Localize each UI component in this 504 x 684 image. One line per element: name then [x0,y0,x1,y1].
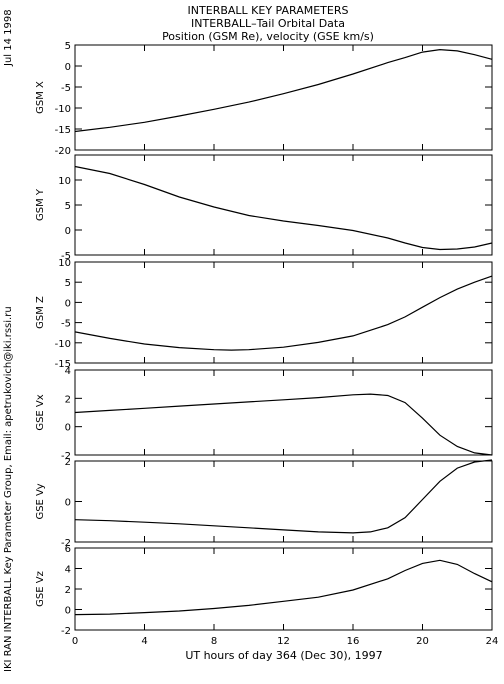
gsm-x-y-tick-label: -5 [61,83,71,94]
gse-vx-y-tick-label: -2 [61,451,71,462]
gsm-x-series-line [74,48,493,133]
gsm-x-y-tick-label: -15 [55,125,71,136]
gsm-z-y-tick-label: -5 [61,319,71,330]
gse-vz-y-tick-label: 6 [65,544,71,555]
credit-label: IKI RAN INTERBALL Key Parameter Group, E… [3,306,14,672]
gsm-z-y-tick-label: 10 [58,258,71,269]
gsm-z-y-tick-label: 5 [65,278,71,289]
gse-vx-y-tick-label: 2 [65,394,71,405]
gse-vz-y-tick-label: 2 [65,585,71,596]
gsm-x-axis-label: GSM X [35,81,46,114]
x-tick-label: 0 [72,636,78,647]
chart-title-line2: INTERBALL–Tail Orbital Data [191,17,345,30]
gse-vy-series-line [74,459,493,534]
gsm-y-y-tick-label: 10 [58,176,71,187]
gsm-x-y-tick-label: -20 [55,146,71,157]
gse-vy-y-tick-label: 2 [65,457,71,468]
gse-vz-series-line [74,559,493,616]
x-tick-label: 20 [416,636,429,647]
gse-vz-axis-label: GSE Vz [35,571,46,607]
date-label: Jul 14 1998 [3,9,14,66]
gse-vy-y-tick-label: 0 [65,498,71,509]
gsm-z-axis-label: GSM Z [35,296,46,329]
gsm-z-y-tick-label: -15 [55,359,71,370]
gsm-y-y-tick-label: 5 [65,201,71,212]
x-tick-label: 12 [277,636,290,647]
x-axis-label: UT hours of day 364 (Dec 30), 1997 [185,649,382,662]
gse-vx-y-tick-label: 0 [65,423,71,434]
gsm-y-series-line [74,165,493,251]
gsm-y-axis-label: GSM Y [35,188,46,221]
chart-title-line3: Position (GSM Re), velocity (GSE km/s) [162,30,374,43]
x-tick-label: 8 [211,636,217,647]
gse-vy-axis-label: GSE Vy [35,483,46,519]
gse-vy-y-tick-label: -2 [61,538,71,549]
gse-vx-series-line [74,393,493,456]
gse-vx-y-tick-label: 4 [65,366,71,377]
gse-vz-y-tick-label: 0 [65,606,71,617]
gsm-z-y-tick-label: -10 [55,339,71,350]
x-tick-label: 24 [486,636,499,647]
gsm-z-y-tick-label: 0 [65,298,71,309]
gsm-z-frame [74,261,493,364]
gse-vx-axis-label: GSE Vx [35,394,46,430]
gsm-y-y-tick-label: 0 [65,226,71,237]
gse-vz-frame [74,547,493,631]
gse-vx-frame [74,369,493,456]
gsm-y-y-tick-label: -5 [61,251,71,262]
gsm-y-frame [74,154,493,256]
x-tick-label: 16 [347,636,360,647]
gsm-x-y-tick-label: 0 [65,62,71,73]
gse-vz-y-tick-label: 4 [65,565,71,576]
chart-title-line1: INTERBALL KEY PARAMETERS [188,4,349,17]
gse-vz-y-tick-label: -2 [61,626,71,637]
gsm-x-y-tick-label: 5 [65,41,71,52]
gsm-x-frame [74,44,493,151]
x-tick-label: 4 [141,636,147,647]
gsm-x-y-tick-label: -10 [55,104,71,115]
gsm-z-series-line [74,275,493,351]
